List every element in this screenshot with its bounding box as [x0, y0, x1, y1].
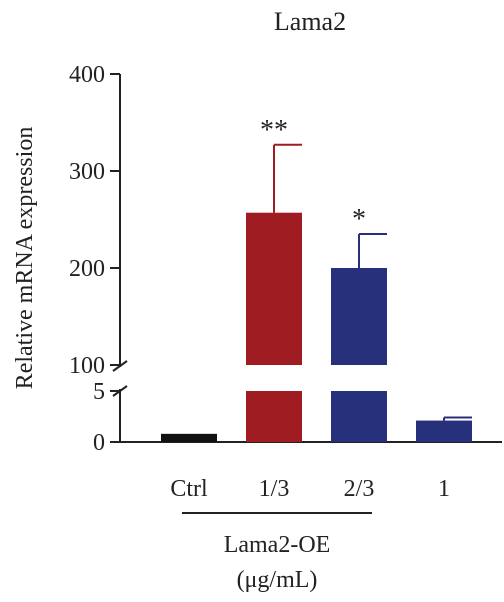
- x-category-labels: Ctrl 1/3 2/3 1: [170, 476, 450, 502]
- tick-labels: 100 200 300 400 0 5: [69, 62, 105, 456]
- y-tick-label: 5: [93, 379, 105, 405]
- bars: ***: [161, 115, 472, 442]
- bar-lower-segment: [331, 391, 387, 442]
- significance-label: *: [352, 204, 366, 235]
- y-tick-label: 100: [69, 353, 105, 379]
- y-tick-label: 400: [69, 62, 105, 88]
- bar: [331, 268, 387, 365]
- x-tick-label: 1: [438, 476, 450, 502]
- significance-label: **: [260, 115, 288, 146]
- chart-title: Lama2: [274, 7, 346, 36]
- x-tick-label: 2/3: [344, 476, 375, 502]
- bar: [161, 433, 217, 442]
- y-tick-label: 0: [93, 430, 105, 456]
- bar-lower-segment: [246, 391, 302, 442]
- unit-label: (μg/mL): [237, 567, 318, 593]
- y-axis-label: Relative mRNA expression: [12, 127, 38, 390]
- y-tick-label: 300: [69, 159, 105, 185]
- bar: [416, 420, 472, 442]
- bar: [246, 212, 302, 365]
- group-label: Lama2-OE: [224, 532, 331, 558]
- axes: [110, 73, 502, 443]
- x-tick-label: 1/3: [259, 476, 290, 502]
- y-tick-label: 200: [69, 256, 105, 282]
- x-tick-label: Ctrl: [170, 476, 208, 502]
